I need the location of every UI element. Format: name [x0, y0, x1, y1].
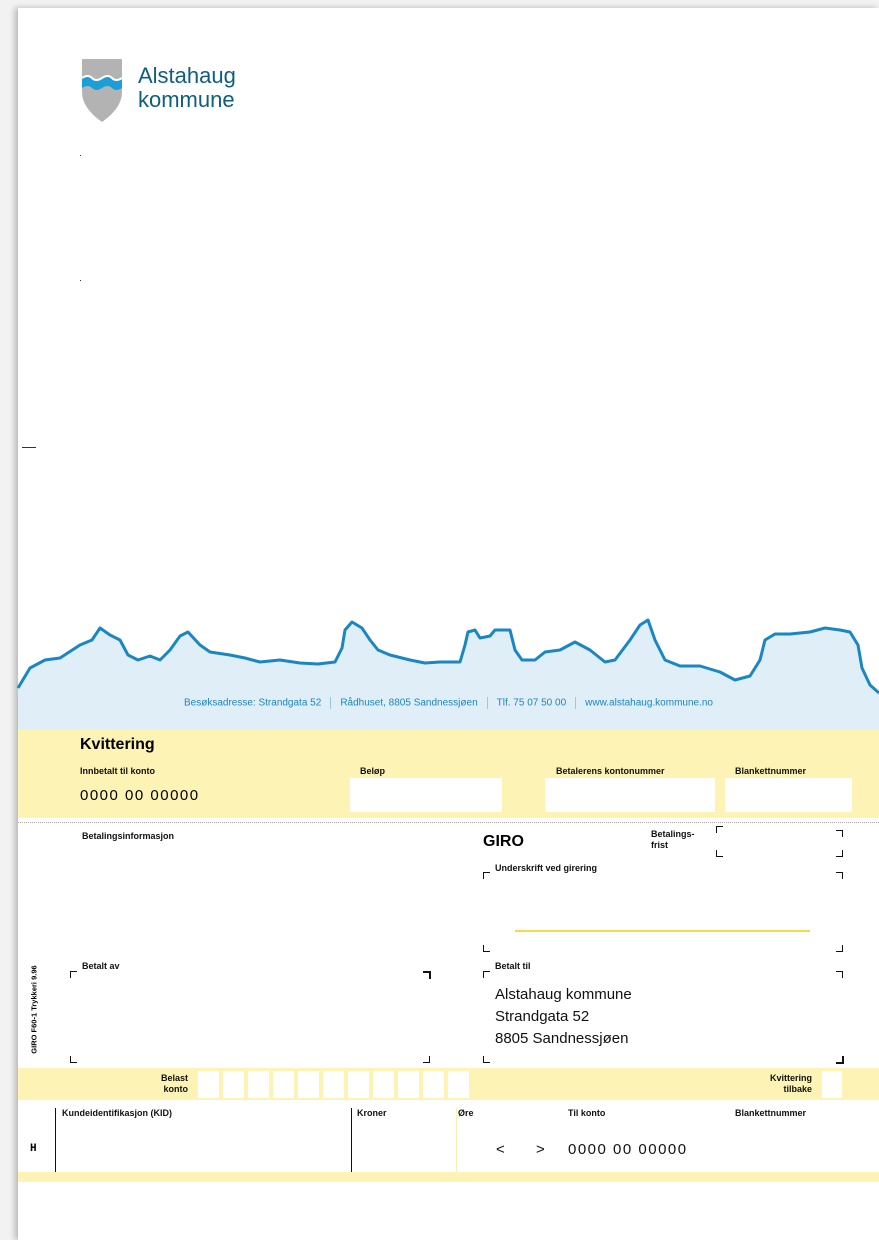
logo-text: Alstahaug kommune [138, 64, 236, 112]
corner-mark [836, 872, 843, 879]
input-box [350, 778, 502, 812]
corner-mark [836, 945, 843, 952]
digit-box [398, 1071, 419, 1098]
digit-box [348, 1071, 369, 1098]
fold-mark [22, 447, 36, 448]
label: Blankettnummer [735, 766, 806, 776]
address-line: Strandgata 52 [495, 1006, 632, 1028]
divider [456, 1108, 457, 1172]
mark [80, 280, 81, 281]
label: Kundeidentifikasjon (KID) [62, 1108, 172, 1118]
receipt-title: Kvittering [80, 736, 155, 754]
footer-item: Rådhuset, 8805 Sandnessjøen [340, 698, 477, 709]
divider [55, 1108, 56, 1172]
corner-mark [836, 971, 843, 978]
label: Betalt av [82, 961, 120, 971]
signature-line [515, 930, 810, 932]
label-line: Betalings- [651, 829, 695, 840]
symbol: > [536, 1141, 545, 1158]
digit-box [448, 1071, 469, 1098]
label: Innbetalt til konto [80, 766, 155, 776]
payee-address: Alstahaug kommune Strandgata 52 8805 San… [495, 984, 632, 1050]
digit-box [248, 1071, 269, 1098]
label: Betalerens kontonummer [556, 766, 665, 776]
corner-mark [70, 1056, 77, 1063]
digit-box [423, 1071, 444, 1098]
label-line: konto [120, 1084, 188, 1095]
footer-item: Tlf. 75 07 50 00 [497, 698, 567, 709]
label: Betalingsinformasjon [82, 831, 174, 841]
symbol: < [496, 1141, 505, 1158]
label: Blankettnummer [735, 1108, 806, 1118]
account-number: 0000 00 00000 [80, 787, 200, 804]
digit-box [273, 1071, 294, 1098]
footer-address: Besøksadresse: Strandgata 52 Rådhuset, 88… [18, 697, 879, 709]
corner-mark [423, 971, 431, 979]
input-box [725, 778, 852, 812]
label-line: frist [651, 840, 695, 851]
digit-box [323, 1071, 344, 1098]
corner-mark [483, 971, 490, 978]
label: Kroner [357, 1108, 387, 1118]
corner-mark [483, 872, 490, 879]
corner-mark [716, 850, 723, 857]
input-box [545, 778, 715, 812]
corner-mark [483, 945, 490, 952]
mark [80, 155, 81, 156]
label: Belast konto [120, 1073, 188, 1095]
label: Øre [458, 1108, 474, 1118]
digit-box [223, 1071, 244, 1098]
label: Kvittering tilbake [740, 1073, 812, 1095]
digit-box [298, 1071, 319, 1098]
corner-mark [70, 971, 77, 978]
logo-line: kommune [138, 88, 236, 112]
corner-mark [836, 850, 843, 857]
document: Alstahaug kommune Besøksadresse: Strandg… [0, 0, 879, 1240]
label: Beløp [360, 766, 385, 776]
address-line: 8805 Sandnessjøen [495, 1028, 632, 1050]
footer-item: Besøksadresse: Strandgata 52 [184, 698, 321, 709]
label: Betalings- frist [651, 829, 695, 851]
bottom-band [18, 1172, 879, 1182]
digit-box [198, 1071, 219, 1098]
perforation [18, 822, 879, 823]
corner-mark [483, 1056, 490, 1063]
label: Underskrift ved girering [495, 863, 597, 873]
check-box [822, 1071, 842, 1098]
mountains [0, 600, 879, 730]
label-line: tilbake [740, 1084, 812, 1095]
footer-item: www.alstahaug.kommune.no [585, 698, 713, 709]
giro-title: GIRO [483, 833, 524, 851]
side-text: GIRO F60-1 Trykkeri 9.96 [30, 954, 39, 1066]
corner-mark [716, 826, 723, 833]
corner-mark [423, 1056, 430, 1063]
logo-line: Alstahaug [138, 64, 236, 88]
label: Betalt til [495, 961, 531, 971]
label-line: Belast [120, 1073, 188, 1084]
digit-box [373, 1071, 394, 1098]
divider [351, 1108, 352, 1172]
label: Til konto [568, 1108, 605, 1118]
account-number: 0000 00 00000 [568, 1141, 688, 1158]
address-line: Alstahaug kommune [495, 984, 632, 1006]
label-line: Kvittering [740, 1073, 812, 1084]
logo-shield [80, 56, 126, 124]
corner-mark [836, 1056, 844, 1064]
corner-mark [836, 830, 843, 837]
code-letter: H [30, 1143, 37, 1155]
